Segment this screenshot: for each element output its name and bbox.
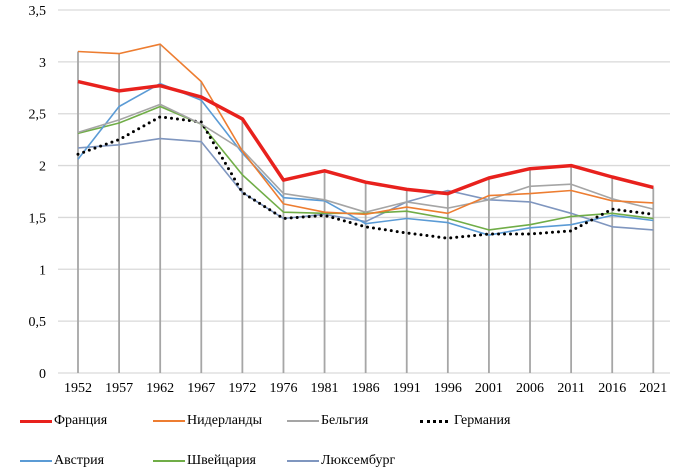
x-tick-label: 1967: [187, 381, 215, 396]
x-tick-label: 1986: [352, 381, 380, 396]
legend-item: Нидерланды: [153, 411, 262, 431]
legend-label: Нидерланды: [187, 413, 262, 428]
x-tick-label: 1962: [146, 381, 174, 396]
legend-swatch: [287, 420, 319, 422]
legend-label: Франция: [54, 413, 108, 428]
drop-lines: [77, 44, 655, 373]
x-tick-label: 1996: [434, 381, 462, 396]
x-tick-label: 2016: [598, 381, 626, 396]
y-tick-label: 1,5: [29, 211, 47, 226]
legend-swatch: [153, 420, 185, 422]
y-tick-label: 0: [39, 367, 46, 382]
series-line-3: [77, 103, 654, 213]
x-tick-label: 2021: [639, 381, 667, 396]
line-chart: 0 0,5 1 1,5 2 2,5 3 3,5 1952 1957 1962 1967 1972 197…: [29, 4, 670, 396]
y-tick-label: 1: [39, 263, 46, 278]
x-tick-label: 2006: [516, 381, 544, 396]
series-line-4: [76, 115, 655, 240]
legend-item: Германия: [420, 411, 510, 431]
series-line-1: [77, 79, 654, 196]
legend-swatch: [20, 460, 52, 462]
legend-swatch: [287, 460, 319, 462]
y-tick-label: 3,5: [29, 4, 47, 19]
y-tick-label: 0,5: [29, 315, 47, 330]
legend-label: Швейцария: [187, 453, 256, 468]
y-tick-label: 2: [39, 160, 46, 175]
legend-item: Франция: [20, 411, 107, 431]
x-tick-label: 1976: [269, 381, 297, 396]
legend-swatch: [153, 460, 185, 462]
legend-swatch: [420, 419, 448, 423]
x-tick-label: 1972: [228, 381, 256, 396]
legend: Франция Нидерланды Бельгия Германия Австрия Ш…: [0, 400, 683, 474]
legend-label: Люксембург: [321, 453, 396, 468]
legend-label: Австрия: [54, 453, 105, 468]
x-axis-labels: 1952 1957 1962 1967 1972 1976 1981 1986 1991 1996…: [64, 381, 667, 396]
y-tick-label: 3: [39, 56, 46, 71]
legend-item: Люксембург: [287, 451, 395, 471]
x-tick-label: 2001: [475, 381, 503, 396]
series-lines: [76, 43, 655, 240]
x-tick-label: 2011: [557, 381, 584, 396]
series-line-7: [77, 137, 654, 231]
x-tick-label: 1952: [64, 381, 92, 396]
x-tick-label: 1981: [311, 381, 339, 396]
legend-swatch: [20, 419, 52, 423]
legend-label: Бельгия: [321, 413, 369, 428]
legend-item: Австрия: [20, 451, 104, 471]
series-line-6: [77, 105, 654, 231]
legend-label: Германия: [454, 413, 511, 428]
x-tick-label: 1957: [105, 381, 133, 396]
series-line-2: [77, 43, 654, 216]
legend-item: Бельгия: [287, 411, 368, 431]
y-tick-label: 2,5: [29, 108, 47, 123]
legend-item: Швейцария: [153, 451, 256, 471]
y-axis-labels: 0 0,5 1 1,5 2 2,5 3 3,5: [29, 4, 47, 382]
x-tick-label: 1991: [393, 381, 421, 396]
